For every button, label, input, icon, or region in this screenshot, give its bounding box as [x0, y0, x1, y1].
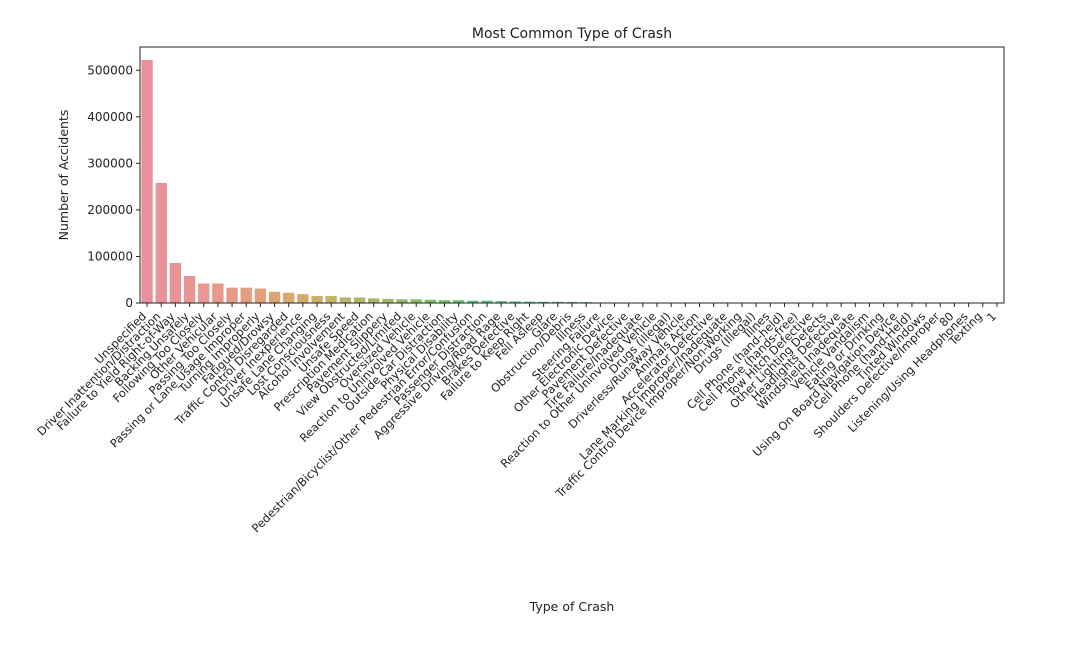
y-tick-label: 300000 [87, 156, 133, 170]
bar [566, 301, 578, 303]
x-axis-label: Type of Crash [529, 599, 615, 614]
y-axis: 0 100000 200000 300000 400000 500000 [87, 63, 140, 310]
bar [212, 283, 224, 303]
bar [183, 276, 196, 303]
bar [240, 287, 252, 303]
bar [538, 301, 550, 303]
x-tick-label: 1 [984, 309, 999, 324]
chart-title: Most Common Type of Crash [472, 26, 672, 42]
bar [226, 287, 238, 303]
bar [438, 300, 451, 303]
bar [453, 300, 465, 303]
bar [523, 301, 536, 303]
bar [410, 299, 422, 303]
bar [481, 300, 493, 303]
bar [155, 182, 167, 303]
bar [396, 299, 408, 303]
bar [198, 283, 210, 303]
bar [495, 301, 507, 303]
bar [268, 291, 281, 303]
bar [254, 288, 267, 303]
bar [552, 301, 564, 303]
plot-frame [139, 46, 1005, 304]
bar [141, 60, 153, 303]
bar [169, 262, 182, 303]
y-tick-label: 0 [125, 296, 133, 310]
bar [424, 299, 437, 303]
bar [283, 292, 295, 303]
y-tick-label: 400000 [87, 110, 133, 124]
bars-group [141, 60, 975, 303]
bar [368, 298, 380, 303]
bar [297, 294, 309, 303]
y-tick-label: 200000 [87, 203, 133, 217]
bar [339, 297, 352, 303]
bar [353, 297, 366, 303]
y-axis-label: Number of Accidents [56, 110, 71, 241]
y-tick-label: 500000 [87, 63, 133, 77]
bar [311, 296, 323, 303]
bar [509, 301, 522, 303]
bar [325, 296, 337, 303]
bar [382, 298, 394, 303]
y-tick-label: 100000 [87, 249, 133, 263]
bar [467, 300, 479, 303]
